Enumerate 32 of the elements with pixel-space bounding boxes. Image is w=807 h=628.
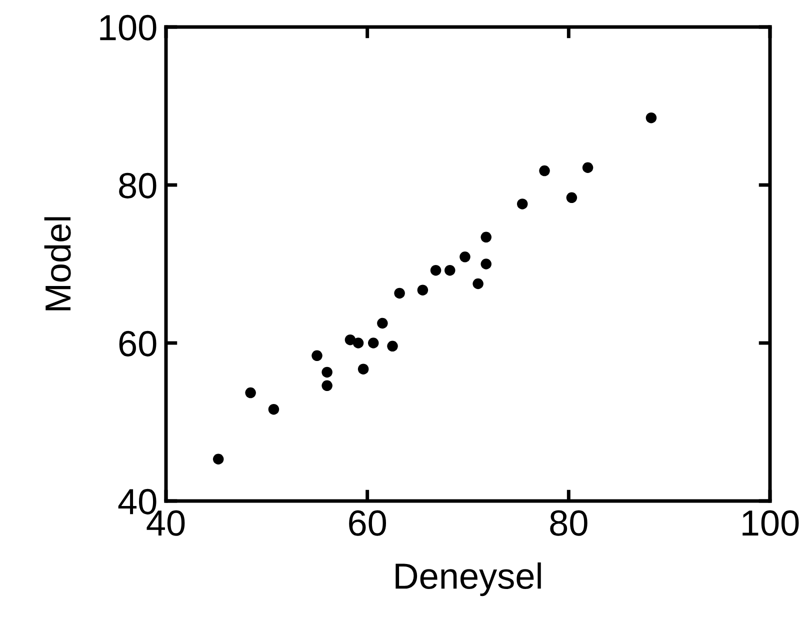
point — [480, 232, 492, 243]
point — [268, 404, 280, 415]
point — [582, 162, 594, 173]
point — [646, 112, 657, 124]
point — [245, 387, 256, 398]
point — [368, 338, 379, 348]
point — [358, 364, 369, 374]
x-tick-label: 100 — [742, 510, 799, 536]
y-tick-label: 60 — [119, 330, 156, 356]
point — [444, 264, 456, 276]
y-tick-label: 80 — [119, 172, 156, 198]
point — [417, 284, 428, 296]
x-tick-label: 60 — [349, 510, 386, 536]
y-axis-title: Model — [44, 217, 71, 310]
point — [480, 258, 492, 270]
point — [352, 338, 364, 348]
point — [387, 340, 398, 352]
point — [312, 350, 322, 362]
point — [472, 278, 484, 290]
point — [539, 165, 550, 176]
y-tick-label: 100 — [100, 14, 156, 40]
point — [460, 252, 470, 262]
point — [322, 380, 332, 392]
point — [322, 366, 332, 378]
point — [430, 264, 442, 276]
point — [516, 198, 528, 210]
point — [566, 192, 578, 204]
point — [212, 454, 224, 465]
point — [394, 288, 405, 299]
x-axis-title: Deneysel — [396, 562, 541, 596]
x-tick-label: 80 — [550, 510, 588, 536]
point — [377, 318, 388, 329]
